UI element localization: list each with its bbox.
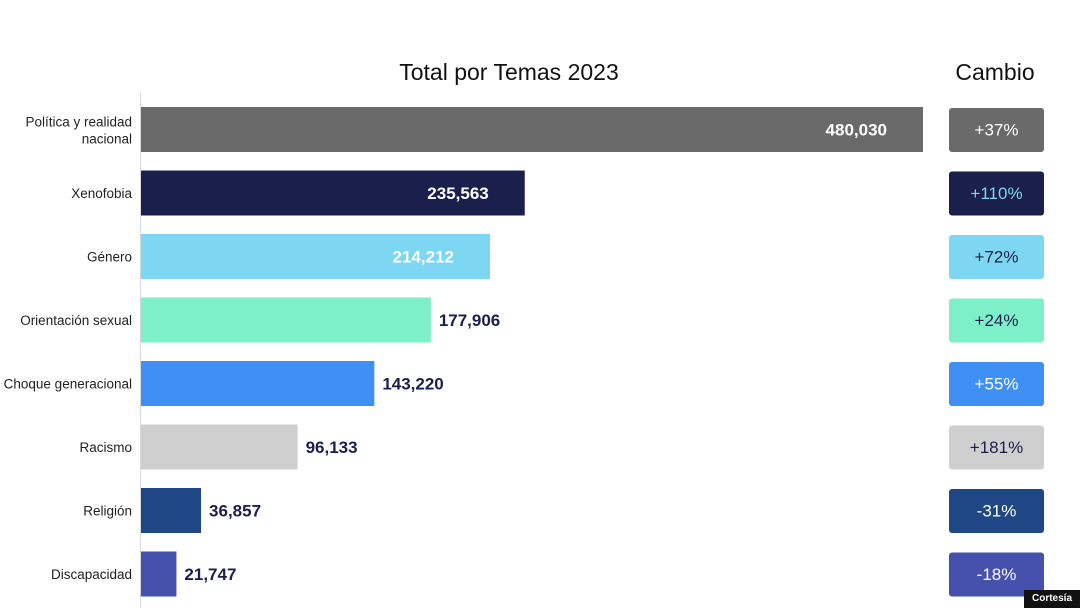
category-label: Género xyxy=(87,250,132,265)
change-label: +37% xyxy=(975,121,1019,140)
change-label: +55% xyxy=(975,375,1019,394)
category-label: Orientación sexual xyxy=(20,313,132,328)
category-label: Religión xyxy=(83,504,132,519)
bar xyxy=(141,361,375,406)
value-label: 36,857 xyxy=(209,502,261,521)
change-box xyxy=(949,362,1044,406)
value-label: 214,212 xyxy=(393,248,454,267)
change-label: +72% xyxy=(975,248,1019,267)
change-box xyxy=(949,108,1044,152)
bars-group: Política y realidad nacional 480,030 +37% Xe… xyxy=(4,107,1044,597)
bar xyxy=(141,488,202,533)
change-box xyxy=(949,235,1044,279)
value-label: 235,563 xyxy=(427,184,488,203)
category-label: Racismo xyxy=(79,440,132,455)
change-box xyxy=(949,171,1044,216)
value-label: 143,220 xyxy=(382,375,443,394)
bar xyxy=(141,234,490,279)
value-label: 21,747 xyxy=(184,565,236,584)
value-label: 177,906 xyxy=(439,311,500,330)
change-box xyxy=(949,298,1044,343)
change-box xyxy=(949,489,1044,533)
change-label: +110% xyxy=(970,184,1022,203)
change-box xyxy=(949,552,1044,597)
bar xyxy=(141,107,923,152)
credit-badge: Cortesía xyxy=(1023,590,1080,608)
bar xyxy=(141,424,298,470)
value-label: 96,133 xyxy=(306,438,358,457)
bar xyxy=(141,551,177,597)
category-label: Discapacidad xyxy=(51,567,132,582)
category-label: Política y realidad nacional xyxy=(25,115,132,147)
bar xyxy=(141,170,525,216)
chart-title: Total por Temas 2023 xyxy=(399,59,619,85)
change-label: +181% xyxy=(970,438,1023,457)
change-column-header: Cambio xyxy=(955,59,1034,85)
category-label: Xenofobia xyxy=(71,186,132,201)
bar xyxy=(141,297,431,343)
change-label: +24% xyxy=(975,311,1019,330)
value-label: 480,030 xyxy=(826,121,887,140)
change-label: -31% xyxy=(977,502,1017,521)
change-label: -18% xyxy=(977,565,1017,584)
category-label: Choque generacional xyxy=(4,377,132,392)
change-box xyxy=(949,425,1044,470)
